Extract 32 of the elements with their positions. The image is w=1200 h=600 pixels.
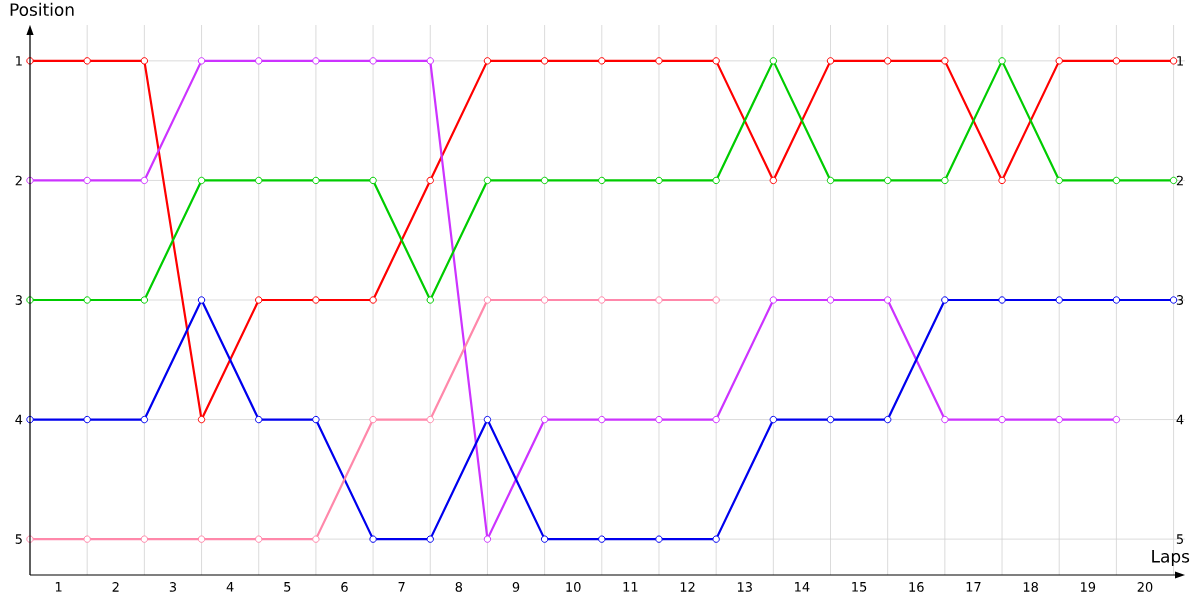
x-tick-label: 16 [909,582,924,592]
y-axis-title: Position [10,2,74,16]
y-tick-label: 4 [15,414,23,425]
x-tick-label: 9 [512,582,520,592]
x-tick-label: 15 [852,582,867,592]
x-tick-label: 2 [112,582,119,592]
y-tick-label: 5 [15,534,22,544]
x-tick-label: 1 [55,582,62,592]
y-tick-label: 2 [15,175,22,186]
y-tick-label: 1 [16,56,22,66]
x-tick-label: 10 [566,582,581,592]
x-tick-label: 8 [455,582,463,592]
x-axis-title: Laps [1152,550,1190,566]
x-tick-label: 19 [1080,582,1096,592]
y2-tick-label: 4 [1176,414,1184,425]
x-tick-label: 4 [226,582,234,592]
x-tick-label: 12 [680,582,695,592]
y2-tick-label: 2 [1176,175,1183,186]
x-tick-label: 18 [1023,582,1038,592]
x-tick-label: 7 [398,582,405,592]
x-tick-label: 11 [623,582,638,592]
y2-tick-label: 3 [1176,295,1184,305]
x-tick-label: 14 [795,582,810,592]
y2-tick-label: 1 [1177,56,1183,66]
x-tick-label: 17 [966,582,981,592]
y2-tick-label: 5 [1176,534,1183,544]
x-tick-label: 5 [284,582,291,592]
x-tick-label: 20 [1137,582,1153,592]
y-tick-label: 3 [15,295,22,305]
x-tick-label: 13 [737,582,752,592]
x-tick-label: 3 [169,582,177,592]
x-tick-label: 6 [341,582,348,592]
